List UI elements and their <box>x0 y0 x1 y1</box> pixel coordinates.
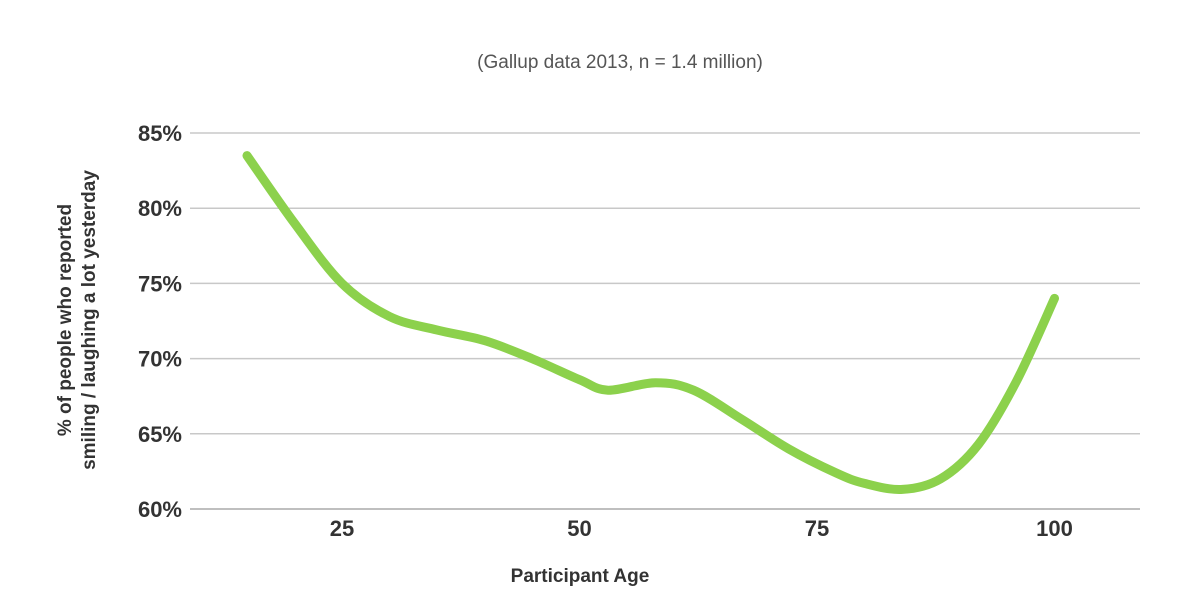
x-axis-label: Participant Age <box>510 566 650 587</box>
x-tick-label: 50 <box>567 516 591 541</box>
y-tick-label: 70% <box>138 347 182 372</box>
y-tick-label: 65% <box>138 422 182 447</box>
y-tick-label: 85% <box>138 121 182 146</box>
y-tick-labels: 60% 65% 70% 75% 80% 85% <box>138 121 182 522</box>
x-tick-label: 75 <box>805 516 829 541</box>
y-tick-label: 60% <box>138 497 182 522</box>
x-tick-label: 100 <box>1036 516 1073 541</box>
gridlines <box>190 132 1140 510</box>
y-tick-label: 75% <box>138 271 182 296</box>
x-tick-label: 25 <box>330 516 354 541</box>
plot-area <box>242 151 1059 494</box>
series-line <box>242 151 1059 494</box>
x-tick-labels: 25 50 75 100 <box>330 516 1073 541</box>
chart-subtitle: (Gallup data 2013, n = 1.4 million) <box>477 52 763 73</box>
y-tick-label: 80% <box>138 196 182 221</box>
